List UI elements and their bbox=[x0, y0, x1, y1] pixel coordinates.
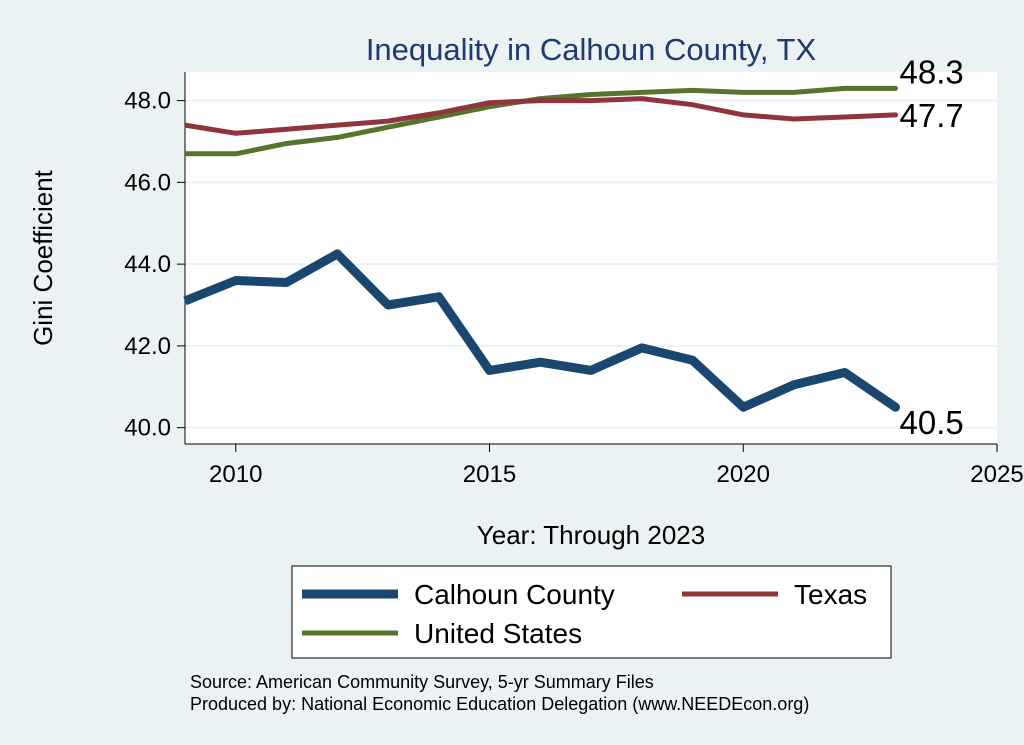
legend-label-calhoun-county: Calhoun County bbox=[414, 579, 615, 610]
producer-note: Produced by: National Economic Education… bbox=[190, 694, 809, 714]
y-tick-label: 44.0 bbox=[124, 251, 171, 278]
y-tick-label: 40.0 bbox=[124, 415, 171, 442]
series-lines bbox=[183, 85, 900, 412]
end-label: 48.3 bbox=[900, 53, 964, 90]
x-tick-label: 2020 bbox=[717, 461, 770, 488]
x-tick-label: 2010 bbox=[209, 461, 262, 488]
gridlines bbox=[185, 99, 997, 429]
legend-box bbox=[291, 565, 892, 659]
end-label: 47.7 bbox=[900, 97, 964, 134]
y-tick-label: 42.0 bbox=[124, 333, 171, 360]
x-axis-title: Year: Through 2023 bbox=[477, 520, 705, 550]
legend-label-united-states: United States bbox=[414, 618, 582, 649]
x-tick-label: 2015 bbox=[463, 461, 516, 488]
legend: Calhoun County Texas United States bbox=[291, 565, 892, 659]
axes: 40.0 42.0 44.0 46.0 48.0 2010 2015 2020 2025 bbox=[124, 72, 1024, 488]
end-label: 40.5 bbox=[900, 404, 964, 441]
chart-title: Inequality in Calhoun County, TX bbox=[366, 32, 817, 67]
y-tick-label: 46.0 bbox=[124, 169, 171, 196]
y-axis-title: Gini Coefficient bbox=[28, 169, 58, 346]
series-end-marker bbox=[891, 402, 900, 412]
legend-label-texas: Texas bbox=[794, 579, 867, 610]
series-line-texas bbox=[184, 96, 896, 136]
series-line-calhoun-county bbox=[183, 249, 899, 412]
end-labels: 48.3 47.7 40.5 bbox=[900, 53, 964, 441]
source-note: Source: American Community Survey, 5-yr … bbox=[190, 672, 654, 692]
series-end-marker bbox=[893, 112, 898, 118]
x-tick-label: 2025 bbox=[970, 461, 1023, 488]
series-end-marker bbox=[893, 85, 898, 91]
y-tick-label: 48.0 bbox=[124, 88, 171, 115]
